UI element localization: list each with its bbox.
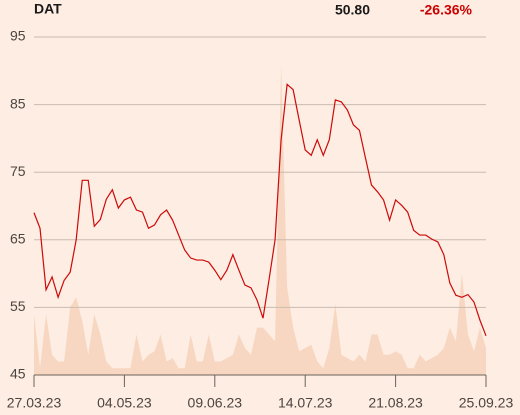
x-tick-label: 25.09.23 (459, 395, 514, 411)
y-tick-label: 65 (10, 231, 26, 247)
price: 50.80 (335, 2, 370, 18)
y-tick-label: 85 (10, 95, 26, 111)
ticker: DAT (34, 1, 62, 17)
change: -26.36% (420, 2, 473, 18)
y-tick-label: 95 (10, 28, 26, 44)
y-tick-label: 55 (10, 298, 26, 314)
volume-area (34, 64, 486, 375)
x-tick-label: 09.06.23 (188, 395, 243, 411)
price-line (33, 83, 487, 337)
x-tick-label: 27.03.23 (7, 395, 62, 411)
y-tick-label: 75 (10, 163, 26, 179)
x-tick-label: 21.08.23 (368, 395, 423, 411)
x-tick-label: 14.07.23 (278, 395, 333, 411)
x-tick-label: 04.05.23 (97, 395, 152, 411)
y-tick-label: 45 (10, 366, 26, 382)
